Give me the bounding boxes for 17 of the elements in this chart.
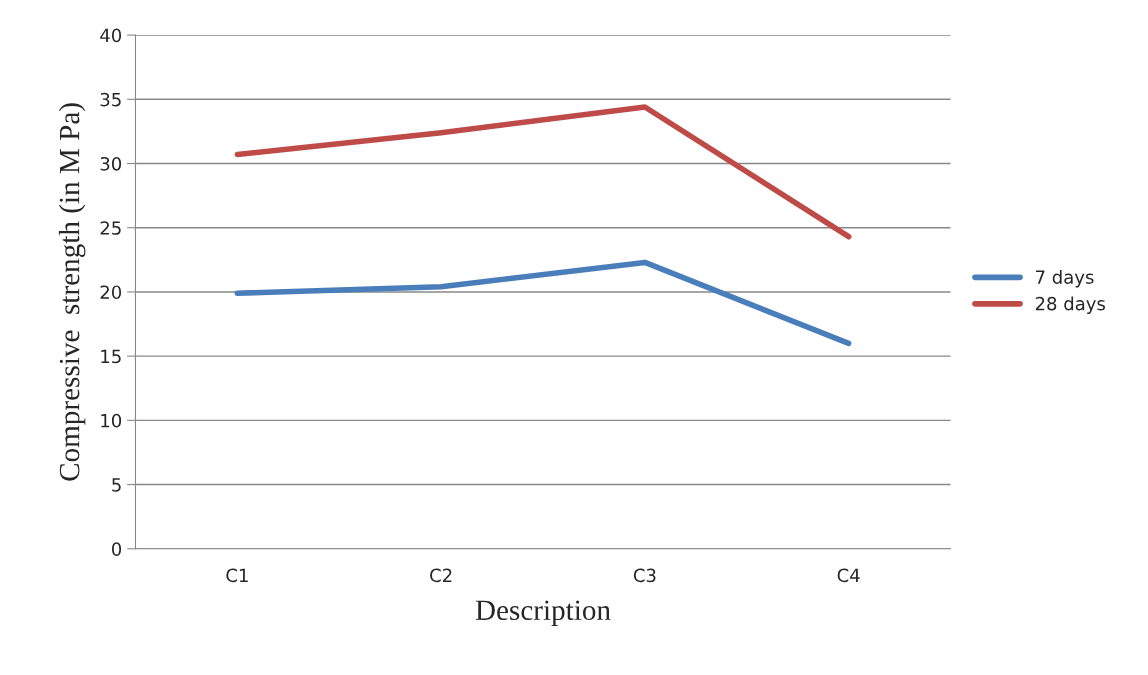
x-tick-label: C1 (226, 568, 248, 583)
x-axis-title: Description (475, 600, 611, 627)
y-tick-label: 35 (100, 92, 121, 107)
y-tick-label: 15 (101, 349, 121, 364)
y-tick-label: 20 (100, 285, 122, 300)
x-tick-label: C2 (430, 568, 452, 583)
y-tick-label: 40 (100, 28, 122, 43)
y-tick-label: 10 (101, 413, 122, 428)
y-tick-label: 5 (112, 478, 121, 492)
legend-label: 7 days (1036, 269, 1094, 288)
legend-label: 28 days (1035, 296, 1105, 314)
y-tick-label: 30 (100, 156, 122, 171)
y-tick-label: 0 (111, 542, 122, 556)
y-axis-title: Compressive strength (in M Pa) (58, 103, 86, 481)
x-tick-label: C3 (633, 568, 656, 583)
y-tick-label: 25 (100, 221, 121, 235)
x-tick-label: C4 (837, 568, 860, 583)
